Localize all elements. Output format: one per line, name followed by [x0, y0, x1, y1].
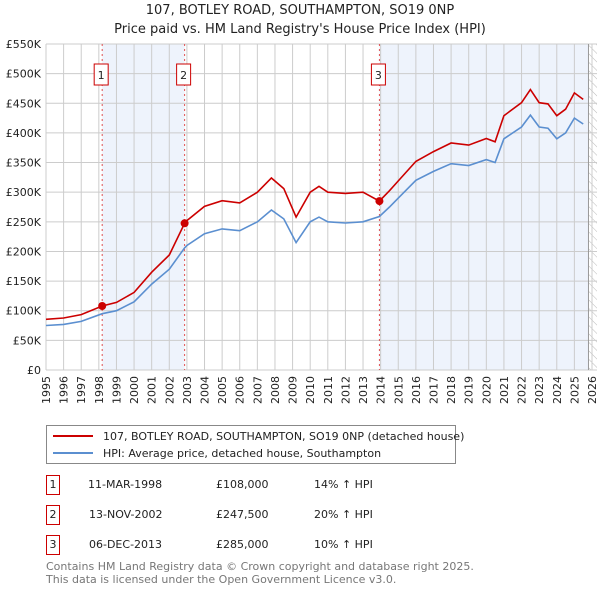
- x-tick-label: 2007: [251, 376, 264, 404]
- sale-date: 06-DEC-2013: [89, 538, 163, 551]
- y-tick-label: £100K: [6, 305, 42, 318]
- sale-date: 13-NOV-2002: [89, 508, 163, 521]
- legend-item-property: 107, BOTLEY ROAD, SOUTHAMPTON, SO19 0NP …: [53, 428, 464, 444]
- y-tick-label: £350K: [6, 157, 42, 170]
- x-tick-label: 2017: [427, 376, 440, 404]
- x-tick-label: 2011: [322, 376, 335, 404]
- sale-hpi-delta: 14% ↑ HPI: [314, 478, 373, 491]
- x-tick-label: 2021: [498, 376, 511, 404]
- x-tick-label: 2026: [586, 376, 599, 404]
- y-tick-label: £0: [27, 364, 41, 377]
- x-tick-label: 2019: [463, 376, 476, 404]
- sale-price: £247,500: [216, 508, 269, 521]
- x-tick-label: 2018: [445, 376, 458, 404]
- chart-title: 107, BOTLEY ROAD, SOUTHAMPTON, SO19 0NP: [145, 3, 455, 18]
- x-tick-label: 2012: [339, 376, 352, 404]
- legend-item-hpi: HPI: Average price, detached house, Sout…: [53, 445, 381, 461]
- y-tick-label: £50K: [13, 334, 42, 347]
- y-tick-label: £450K: [6, 97, 42, 110]
- copyright-text: Contains HM Land Registry data © Crown c…: [46, 560, 474, 573]
- x-tick-label: 2000: [128, 376, 141, 404]
- sale-point: [375, 197, 384, 206]
- sale-marker-label: 2: [46, 505, 60, 525]
- x-tick-label: 2020: [480, 376, 493, 404]
- x-tick-label: 2025: [568, 376, 581, 404]
- sale-marker-number: 2: [180, 69, 187, 82]
- x-tick-label: 2010: [304, 376, 317, 404]
- shaded-period: [102, 44, 185, 370]
- x-tick-label: 2022: [516, 376, 529, 404]
- x-tick-label: 2006: [234, 376, 247, 404]
- sale-hpi-delta: 20% ↑ HPI: [314, 508, 373, 521]
- licence-text: This data is licensed under the Open Gov…: [46, 573, 397, 586]
- sale-hpi-delta: 10% ↑ HPI: [314, 538, 373, 551]
- sale-marker-number: 3: [375, 69, 382, 82]
- y-tick-label: £200K: [6, 245, 42, 258]
- y-tick-label: £400K: [6, 127, 42, 140]
- legend-label-property: 107, BOTLEY ROAD, SOUTHAMPTON, SO19 0NP …: [103, 429, 465, 443]
- x-tick-label: 2004: [199, 376, 212, 404]
- x-tick-label: 2009: [287, 376, 300, 404]
- sale-marker-number: 1: [98, 69, 105, 82]
- x-tick-label: 2002: [163, 376, 176, 404]
- x-tick-label: 2015: [392, 376, 405, 404]
- hpi-line-swatch: [53, 452, 93, 454]
- chart-subtitle: Price paid vs. HM Land Registry's House …: [114, 22, 486, 37]
- x-tick-label: 2003: [181, 376, 194, 404]
- sale-row: 2 13-NOV-2002 £247,500 20% ↑ HPI: [46, 505, 446, 525]
- footer: Contains HM Land Registry data © Crown c…: [46, 560, 474, 586]
- sale-marker-box: [370, 63, 386, 86]
- x-tick-label: 1995: [40, 376, 53, 404]
- x-tick-label: 2014: [375, 376, 388, 404]
- hpi-line: [45, 113, 584, 327]
- y-tick-label: £250K: [6, 216, 42, 229]
- sale-row: 3 06-DEC-2013 £285,000 10% ↑ HPI: [46, 535, 446, 555]
- x-tick-label: 2013: [357, 376, 370, 404]
- x-tick-label: 2024: [551, 376, 564, 404]
- x-tick-label: 1996: [58, 376, 71, 404]
- sale-marker-box: [176, 63, 192, 86]
- sale-marker-label: 3: [46, 535, 60, 555]
- sale-row: 1 11-MAR-1998 £108,000 14% ↑ HPI: [46, 475, 446, 495]
- legend-label-hpi: HPI: Average price, detached house, Sout…: [103, 446, 382, 460]
- x-tick-label: 1997: [75, 376, 88, 404]
- x-tick-label: 2023: [533, 376, 546, 404]
- x-tick-label: 2008: [269, 376, 282, 404]
- property-line-swatch: [53, 435, 93, 437]
- shaded-period: [379, 44, 589, 370]
- x-tick-label: 1999: [110, 376, 123, 404]
- x-tick-label: 2005: [216, 376, 229, 404]
- property-line: [45, 88, 584, 321]
- sale-point: [98, 301, 107, 310]
- sale-point: [180, 219, 189, 228]
- x-tick-label: 1998: [93, 376, 106, 404]
- y-tick-label: £300K: [6, 186, 42, 199]
- y-tick-label: £150K: [6, 275, 42, 288]
- y-tick-label: £500K: [6, 68, 42, 81]
- sale-marker-label: 1: [46, 475, 60, 495]
- price-chart: 1995 1996 1997 1998 1999 2000 2001 2002 2003 2004…: [6, 38, 599, 404]
- sale-date: 11-MAR-1998: [88, 478, 163, 491]
- y-tick-label: £550K: [6, 38, 42, 51]
- x-tick-label: 2016: [410, 376, 423, 404]
- sale-marker-box: [93, 63, 109, 86]
- sale-price: £108,000: [216, 478, 269, 491]
- sale-price: £285,000: [216, 538, 269, 551]
- legend: 107, BOTLEY ROAD, SOUTHAMPTON, SO19 0NP …: [46, 425, 464, 464]
- forecast-hatch: [588, 44, 597, 370]
- x-tick-label: 2001: [146, 376, 159, 404]
